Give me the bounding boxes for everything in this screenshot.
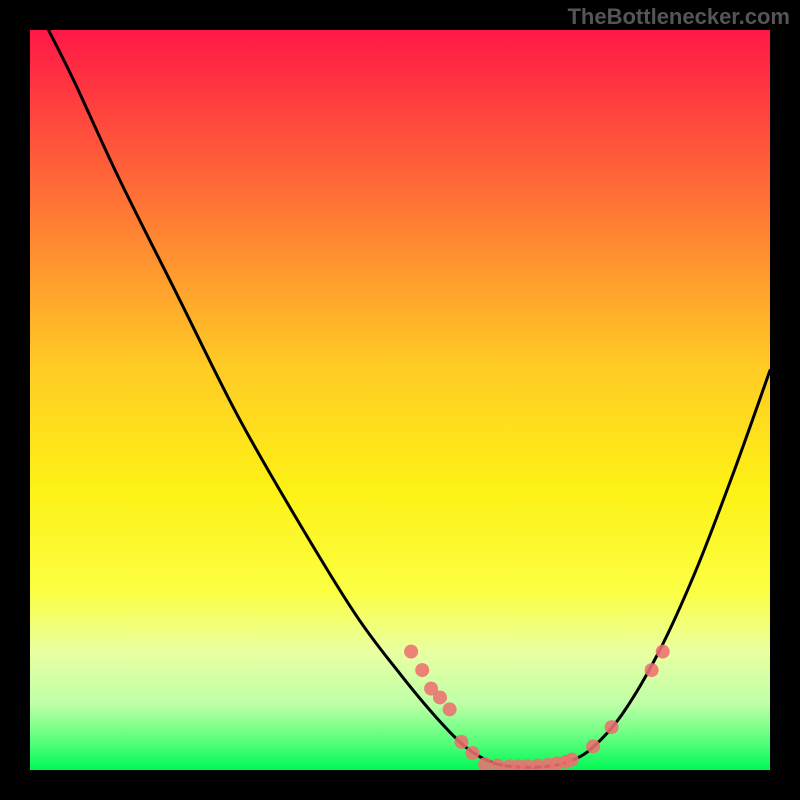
data-marker <box>541 758 555 770</box>
data-marker <box>443 702 457 716</box>
data-marker <box>503 759 517 770</box>
watermark-text: TheBottlenecker.com <box>567 4 790 30</box>
data-marker <box>404 645 418 659</box>
plot-svg <box>30 30 770 770</box>
data-marker <box>454 735 468 749</box>
data-marker <box>415 663 429 677</box>
data-marker <box>586 739 600 753</box>
data-marker <box>559 755 573 769</box>
data-marker <box>424 682 438 696</box>
data-marker <box>645 663 659 677</box>
data-marker <box>511 759 525 770</box>
data-marker <box>531 759 545 770</box>
data-markers <box>404 645 670 770</box>
data-marker <box>520 759 534 770</box>
data-marker <box>478 757 492 770</box>
data-marker <box>491 759 505 770</box>
data-marker <box>550 756 564 770</box>
plot-area <box>30 30 770 770</box>
bottleneck-curve <box>49 30 771 767</box>
data-marker <box>565 753 579 767</box>
data-marker <box>466 746 480 760</box>
data-marker <box>605 720 619 734</box>
plot-background <box>30 30 770 770</box>
data-marker <box>433 690 447 704</box>
data-marker <box>656 645 670 659</box>
chart-frame: TheBottlenecker.com <box>0 0 800 800</box>
